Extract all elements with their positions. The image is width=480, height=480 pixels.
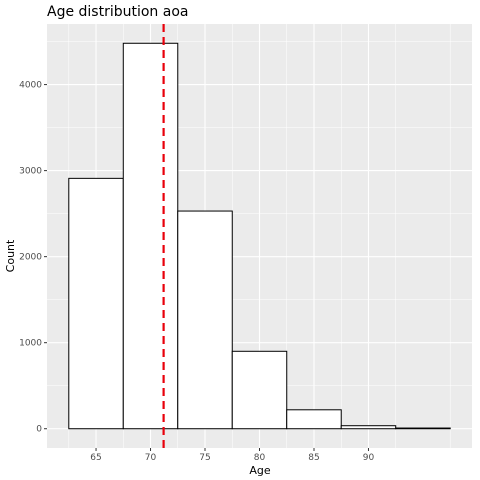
x-tick-label: 70	[145, 453, 157, 463]
histogram-bar	[340, 425, 397, 430]
y-tick-label: 0	[36, 425, 42, 435]
y-axis-ticks: 0 1000 2000 3000 4000	[19, 81, 47, 435]
y-axis-title: Count	[4, 239, 17, 272]
y-tick-label: 4000	[19, 81, 42, 91]
chart-title: Age distribution aoa	[47, 4, 188, 20]
x-tick-label: 80	[254, 453, 266, 463]
histogram-bar	[122, 42, 179, 430]
x-tick-label: 75	[199, 453, 210, 463]
histogram-bar	[68, 177, 124, 430]
y-tick-label: 2000	[19, 253, 42, 263]
histogram-bar	[395, 427, 451, 430]
x-axis-ticks: 65 70 75 80 85 90	[90, 448, 374, 463]
x-axis-title: Age	[249, 464, 271, 477]
histogram-bar	[286, 409, 342, 430]
x-tick-label: 65	[90, 453, 101, 463]
histogram-bars	[68, 42, 451, 430]
histogram-bar	[231, 350, 288, 430]
x-tick-label: 85	[308, 453, 319, 463]
histogram-bar	[177, 210, 233, 430]
y-tick-label: 1000	[19, 339, 42, 349]
y-tick-label: 3000	[19, 167, 42, 177]
x-tick-label: 90	[363, 453, 375, 463]
